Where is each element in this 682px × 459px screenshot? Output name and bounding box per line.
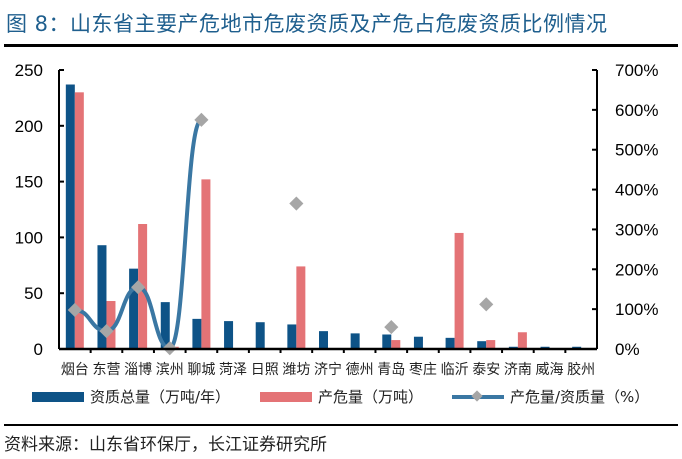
- right-tick-label: 700%: [615, 61, 658, 80]
- category-label: 济宁: [314, 361, 342, 378]
- left-y-axis: 0 50 100 150 200 250: [15, 61, 64, 359]
- category-label: 聊城: [187, 362, 215, 378]
- generation-bar: [454, 232, 464, 349]
- category-label: 淄博: [124, 361, 152, 378]
- category-label: 青岛: [377, 362, 405, 378]
- x-axis: 烟台 东营 淄博 滨州 聊城 菏泽 日照 潍坊 济宁 德州 青岛 枣庄 临沂 泰安 济南 威海 胶州: [59, 347, 597, 378]
- category-label: 威海: [536, 362, 564, 378]
- generation-bar: [106, 301, 116, 349]
- capacity-bar: [65, 84, 75, 350]
- ratio-marker-icon: [99, 323, 114, 339]
- ratio-line-swatch-icon: [452, 389, 504, 403]
- source-divider: [4, 424, 678, 426]
- category-label: 东营: [92, 362, 120, 378]
- capacity-bar: [192, 318, 202, 349]
- bar-series: [65, 84, 582, 350]
- source-note: 资料来源：山东省环保厅，长江证券研究所: [4, 435, 327, 455]
- category-label: 枣庄: [409, 361, 437, 378]
- right-tick-label: 600%: [615, 101, 658, 120]
- ratio-line-series: [67, 112, 494, 356]
- ratio-marker-icon: [384, 320, 399, 335]
- capacity-bar: [97, 245, 107, 349]
- ratio-marker-icon: [289, 196, 304, 211]
- generation-swatch-icon: [260, 391, 312, 402]
- legend-item-ratio: 产危量/资质量（%）: [452, 386, 649, 407]
- capacity-bar: [129, 268, 139, 349]
- legend-item-generation: 产危量（万吨）: [260, 386, 423, 407]
- ratio-marker-icon: [131, 280, 146, 295]
- capacity-bar: [255, 322, 265, 349]
- generation-bar: [296, 266, 306, 349]
- ratio-marker-icon: [67, 302, 82, 318]
- capacity-bar: [287, 324, 297, 349]
- left-tick-label: 150: [15, 173, 43, 192]
- right-tick-label: 300%: [615, 220, 658, 239]
- capacity-bar: [413, 336, 423, 349]
- legend-label: 产危量（万吨）: [318, 388, 424, 406]
- generation-bar: [486, 340, 496, 349]
- generation-bar: [391, 340, 401, 349]
- capacity-bar: [477, 341, 487, 349]
- ratio-marker-icon: [479, 297, 494, 312]
- title-divider: [4, 44, 678, 47]
- category-label: 济南: [504, 362, 532, 378]
- category-label: 日照: [251, 362, 279, 378]
- chart-plot: 0 50 100 150 200 250 0% 100% 200% 300% 400% 500% 60…: [15, 61, 659, 378]
- category-label: 滨州: [156, 362, 184, 378]
- capacity-bar: [445, 337, 455, 349]
- category-label: 德州: [346, 362, 374, 378]
- legend-item-capacity: 资质总量（万吨/年）: [32, 386, 230, 407]
- category-label: 临沂: [441, 362, 469, 378]
- category-label: 菏泽: [219, 362, 247, 378]
- right-y-axis: 0% 100% 200% 300% 400% 500% 600% 700%: [592, 61, 658, 359]
- left-tick-label: 0: [34, 340, 43, 359]
- right-tick-label: 500%: [615, 141, 658, 160]
- right-tick-label: 0%: [615, 340, 640, 359]
- legend: 资质总量（万吨/年） 产危量（万吨） 产危量/资质量（%）: [0, 386, 682, 410]
- generation-bar: [74, 92, 84, 349]
- capacity-bar: [319, 331, 328, 349]
- generation-bar: [201, 179, 211, 349]
- generation-bar: [517, 332, 527, 349]
- capacity-bar: [160, 302, 170, 349]
- category-label: 胶州: [567, 361, 595, 378]
- category-label: 潍坊: [282, 362, 310, 378]
- capacity-bar: [224, 321, 234, 349]
- category-label: 泰安: [472, 362, 500, 378]
- left-tick-label: 200: [15, 117, 43, 136]
- left-tick-label: 100: [15, 228, 43, 247]
- right-tick-label: 200%: [615, 260, 658, 279]
- category-label: 烟台: [61, 362, 89, 378]
- right-tick-label: 400%: [615, 181, 658, 200]
- capacity-swatch-icon: [32, 391, 84, 402]
- chart-title: 图 8：山东省主要产危地市危废资质及产危占危废资质比例情况: [6, 12, 608, 36]
- left-tick-label: 50: [24, 284, 43, 303]
- capacity-bar: [350, 333, 360, 349]
- right-tick-label: 100%: [615, 300, 658, 319]
- left-tick-label: 250: [15, 61, 43, 80]
- capacity-bar: [382, 334, 392, 349]
- legend-label: 产危量/资质量（%）: [510, 388, 650, 406]
- legend-label: 资质总量（万吨/年）: [90, 388, 231, 406]
